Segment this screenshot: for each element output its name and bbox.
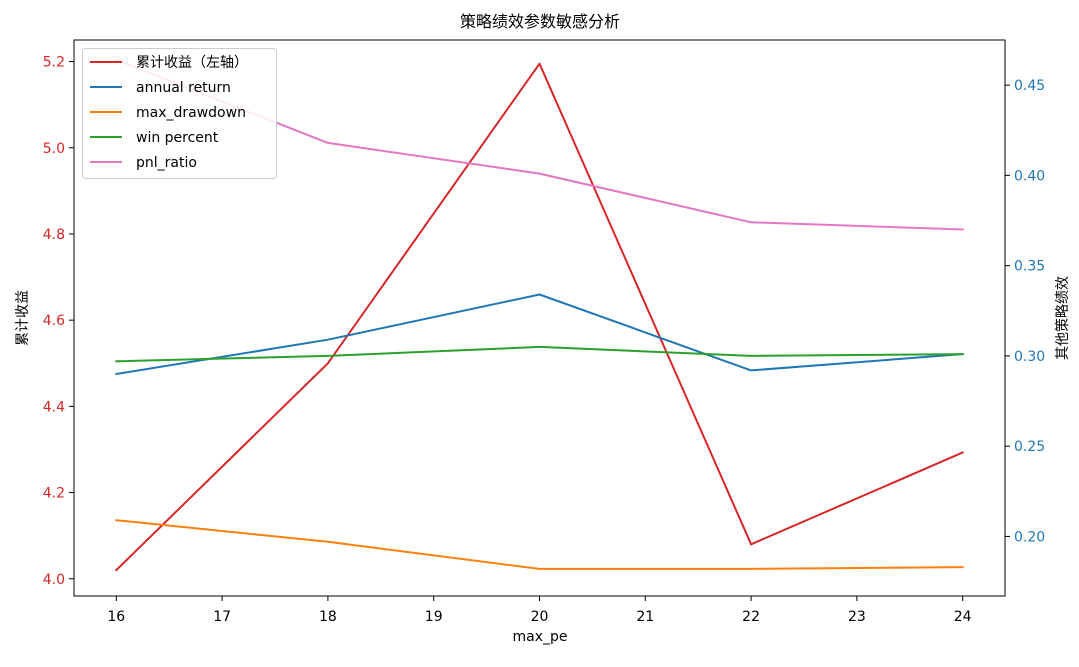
- series-line-cumulative-return: [114, 62, 965, 572]
- y-tick-label-right: 0.20: [1014, 529, 1045, 545]
- x-tick-label: 18: [319, 609, 337, 625]
- legend-item-cumulative-return: 累计收益（左轴）: [90, 55, 248, 71]
- y-tick-label-right: 0.30: [1014, 349, 1045, 365]
- y-tick-label-left: 5.2: [43, 55, 65, 71]
- y-axis-label-right: 其他策略绩效: [1054, 276, 1071, 360]
- y-tick-label-right: 0.35: [1014, 259, 1045, 275]
- x-axis-label: max_pe: [512, 629, 567, 645]
- legend-label: annual return: [136, 80, 231, 96]
- y-tick-label-right: 0.45: [1014, 78, 1045, 94]
- series-line-win-percent: [115, 345, 964, 363]
- y-tick-label-left: 4.0: [43, 572, 65, 588]
- legend-item-annual-return: annual return: [90, 80, 231, 96]
- y-tick-label-left: 5.0: [43, 141, 65, 157]
- legend-box: [82, 48, 277, 179]
- x-tick-label: 16: [107, 609, 125, 625]
- y-tick-label-right: 0.40: [1014, 168, 1045, 184]
- plot-area: 16 17 18 19 20 21 22 23 24 4.0 4.2 4.4 4.6 4.8 5.0 5.2 0…: [43, 39, 1045, 625]
- x-tick-label: 24: [954, 609, 972, 625]
- x-tick-label: 19: [425, 609, 443, 625]
- y-tick-label-left: 4.6: [43, 313, 65, 329]
- y-tick-label-left: 4.2: [43, 486, 65, 502]
- y-tick-label-right: 0.25: [1014, 439, 1045, 455]
- legend-item-win-percent: win percent: [90, 130, 219, 146]
- legend-item-pnl-ratio: pnl_ratio: [90, 155, 197, 171]
- legend-label: win percent: [136, 130, 219, 146]
- legend-label: pnl_ratio: [136, 155, 197, 171]
- x-tick-label: 17: [213, 609, 231, 625]
- legend-label: 累计收益（左轴）: [136, 55, 248, 71]
- y-axis-label-left: 累计收益: [15, 290, 31, 346]
- series-line-annual-return: [115, 293, 964, 376]
- legend-item-max-drawdown: max_drawdown: [90, 105, 246, 121]
- legend-label: max_drawdown: [136, 105, 246, 121]
- y-tick-label-left: 4.8: [43, 227, 65, 243]
- chart-title: 策略绩效参数敏感分析: [460, 12, 620, 31]
- x-tick-label: 22: [742, 609, 760, 625]
- y-tick-label-left: 4.4: [43, 399, 65, 415]
- x-tick-label: 23: [848, 609, 866, 625]
- x-tick-label: 21: [636, 609, 654, 625]
- x-tick-label: 20: [531, 609, 549, 625]
- series-line-max-drawdown: [115, 519, 964, 570]
